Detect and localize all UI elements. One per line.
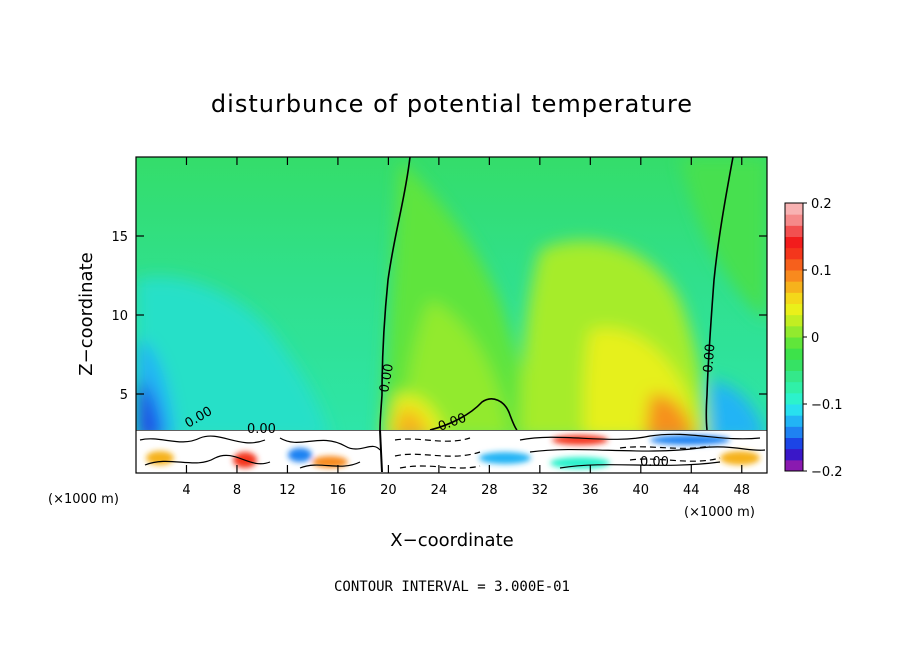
field-region-cyan-right bbox=[708, 380, 765, 430]
lower-contour-5 bbox=[519, 433, 761, 441]
lower-blob-3 bbox=[288, 448, 312, 462]
contour-label-upper-left: 0.00 bbox=[377, 363, 397, 394]
colorbar bbox=[785, 203, 803, 472]
colorbar-swatch bbox=[785, 426, 803, 438]
colorbar-swatch bbox=[785, 236, 803, 249]
lower-blob-7 bbox=[552, 435, 608, 445]
y-axis-label: Z−coordinate bbox=[76, 252, 97, 375]
colorbar-swatch bbox=[785, 225, 803, 237]
contour-line-right bbox=[705, 157, 734, 430]
colorbar-tick-label: 0 bbox=[811, 331, 819, 346]
colorbar-swatch bbox=[785, 203, 803, 215]
colorbar-swatch bbox=[785, 415, 803, 427]
x-axis-label: X−coordinate bbox=[390, 530, 513, 551]
colorbar-swatch bbox=[785, 247, 803, 260]
chart-title: disturbunce of potential temperature bbox=[211, 90, 693, 118]
lower-contour-8 bbox=[379, 430, 383, 473]
colorbar-swatch bbox=[785, 281, 803, 293]
field-region-cyan-left bbox=[136, 277, 328, 430]
lower-contour-7 bbox=[559, 461, 721, 469]
colorbar-labels: 0.2 0.1 0 −0.1 −0.2 bbox=[803, 197, 843, 480]
x-tick-label: 4 bbox=[182, 483, 190, 498]
contour-line-hump bbox=[429, 398, 518, 430]
contour-interval-text: CONTOUR INTERVAL = 3.000E-01 bbox=[334, 579, 570, 595]
lower-blob-5 bbox=[479, 452, 531, 464]
contour-label-upper-right: 0.00 bbox=[701, 343, 718, 373]
colorbar-swatch bbox=[785, 258, 803, 271]
lower-contour-3 bbox=[279, 437, 381, 451]
y-ticks-right bbox=[759, 235, 767, 395]
colorbar-swatch bbox=[785, 292, 803, 304]
x-axis-unit: (×1000 m) bbox=[684, 505, 755, 520]
x-tick-label: 44 bbox=[683, 483, 700, 498]
y-ticks bbox=[136, 235, 144, 395]
x-tick-label: 20 bbox=[380, 483, 397, 498]
lower-contour-2 bbox=[144, 454, 271, 466]
lower-contour-1 bbox=[139, 435, 266, 444]
colorbar-tick-label: 0.2 bbox=[811, 197, 832, 212]
colorbar-tick-label: −0.2 bbox=[811, 465, 843, 480]
y-axis-unit: (×1000 m) bbox=[48, 492, 119, 507]
colorbar-swatch bbox=[785, 437, 803, 450]
lower-blob-9 bbox=[720, 451, 760, 465]
x-tick-label: 36 bbox=[582, 483, 599, 498]
colorbar-swatch bbox=[785, 314, 803, 327]
y-tick-label: 15 bbox=[111, 230, 128, 245]
x-ticks-top bbox=[185, 157, 743, 165]
field-region-green-topright bbox=[680, 157, 767, 320]
colorbar-swatch bbox=[785, 214, 803, 226]
colorbar-swatch bbox=[785, 359, 803, 371]
colorbar-swatch bbox=[785, 404, 803, 416]
x-tick-label: 40 bbox=[633, 483, 650, 498]
field-region-orange-right bbox=[646, 394, 693, 430]
contour-label-lower-mid: 0.00 bbox=[640, 455, 669, 470]
colorbar-swatch bbox=[785, 325, 803, 338]
colorbar-tick-label: 0.1 bbox=[811, 264, 832, 279]
field-region-darkblue-left bbox=[138, 380, 162, 430]
x-tick-label: 12 bbox=[279, 483, 296, 498]
colorbar-swatch bbox=[785, 337, 803, 349]
field-region-orange-mid bbox=[394, 409, 427, 430]
lower-dashed-5 bbox=[629, 457, 721, 462]
contour-label-lower-left: 0.00 bbox=[247, 422, 276, 437]
colorbar-swatch bbox=[785, 270, 803, 282]
y-tick-labels: 5 10 15 bbox=[111, 230, 128, 403]
colorbar-swatch bbox=[785, 348, 803, 360]
x-tick-label: 32 bbox=[532, 483, 549, 498]
field-region-lime-mid bbox=[401, 300, 509, 430]
colorbar-swatch bbox=[785, 370, 803, 383]
lower-contour-4 bbox=[299, 461, 361, 469]
colorbar-swatch bbox=[785, 303, 803, 316]
colorbar-swatch bbox=[785, 392, 803, 405]
x-tick-labels: 4 8 12 16 20 24 28 32 36 40 44 48 bbox=[182, 483, 750, 498]
colorbar-swatch bbox=[785, 459, 803, 472]
lower-dashed-4 bbox=[619, 445, 711, 449]
x-ticks bbox=[185, 465, 743, 473]
field-lower bbox=[136, 430, 767, 473]
colorbar-tick-label: −0.1 bbox=[811, 398, 843, 413]
colorbar-swatch bbox=[785, 381, 803, 394]
lower-blob-8 bbox=[650, 435, 730, 445]
x-tick-label: 24 bbox=[431, 483, 448, 498]
x-tick-label: 28 bbox=[481, 483, 498, 498]
lower-contour-6 bbox=[529, 446, 766, 453]
x-tick-label: 8 bbox=[233, 483, 241, 498]
x-tick-label: 48 bbox=[733, 483, 750, 498]
y-tick-label: 10 bbox=[111, 309, 128, 324]
y-tick-label: 5 bbox=[120, 388, 128, 403]
x-tick-label: 16 bbox=[330, 483, 347, 498]
lower-dashed-2 bbox=[394, 451, 481, 457]
lower-dashed-3 bbox=[399, 465, 481, 469]
lower-blob-6 bbox=[550, 457, 610, 469]
field-upper bbox=[136, 157, 767, 430]
contour-line-left bbox=[379, 157, 411, 430]
colorbar-swatch bbox=[785, 448, 803, 461]
